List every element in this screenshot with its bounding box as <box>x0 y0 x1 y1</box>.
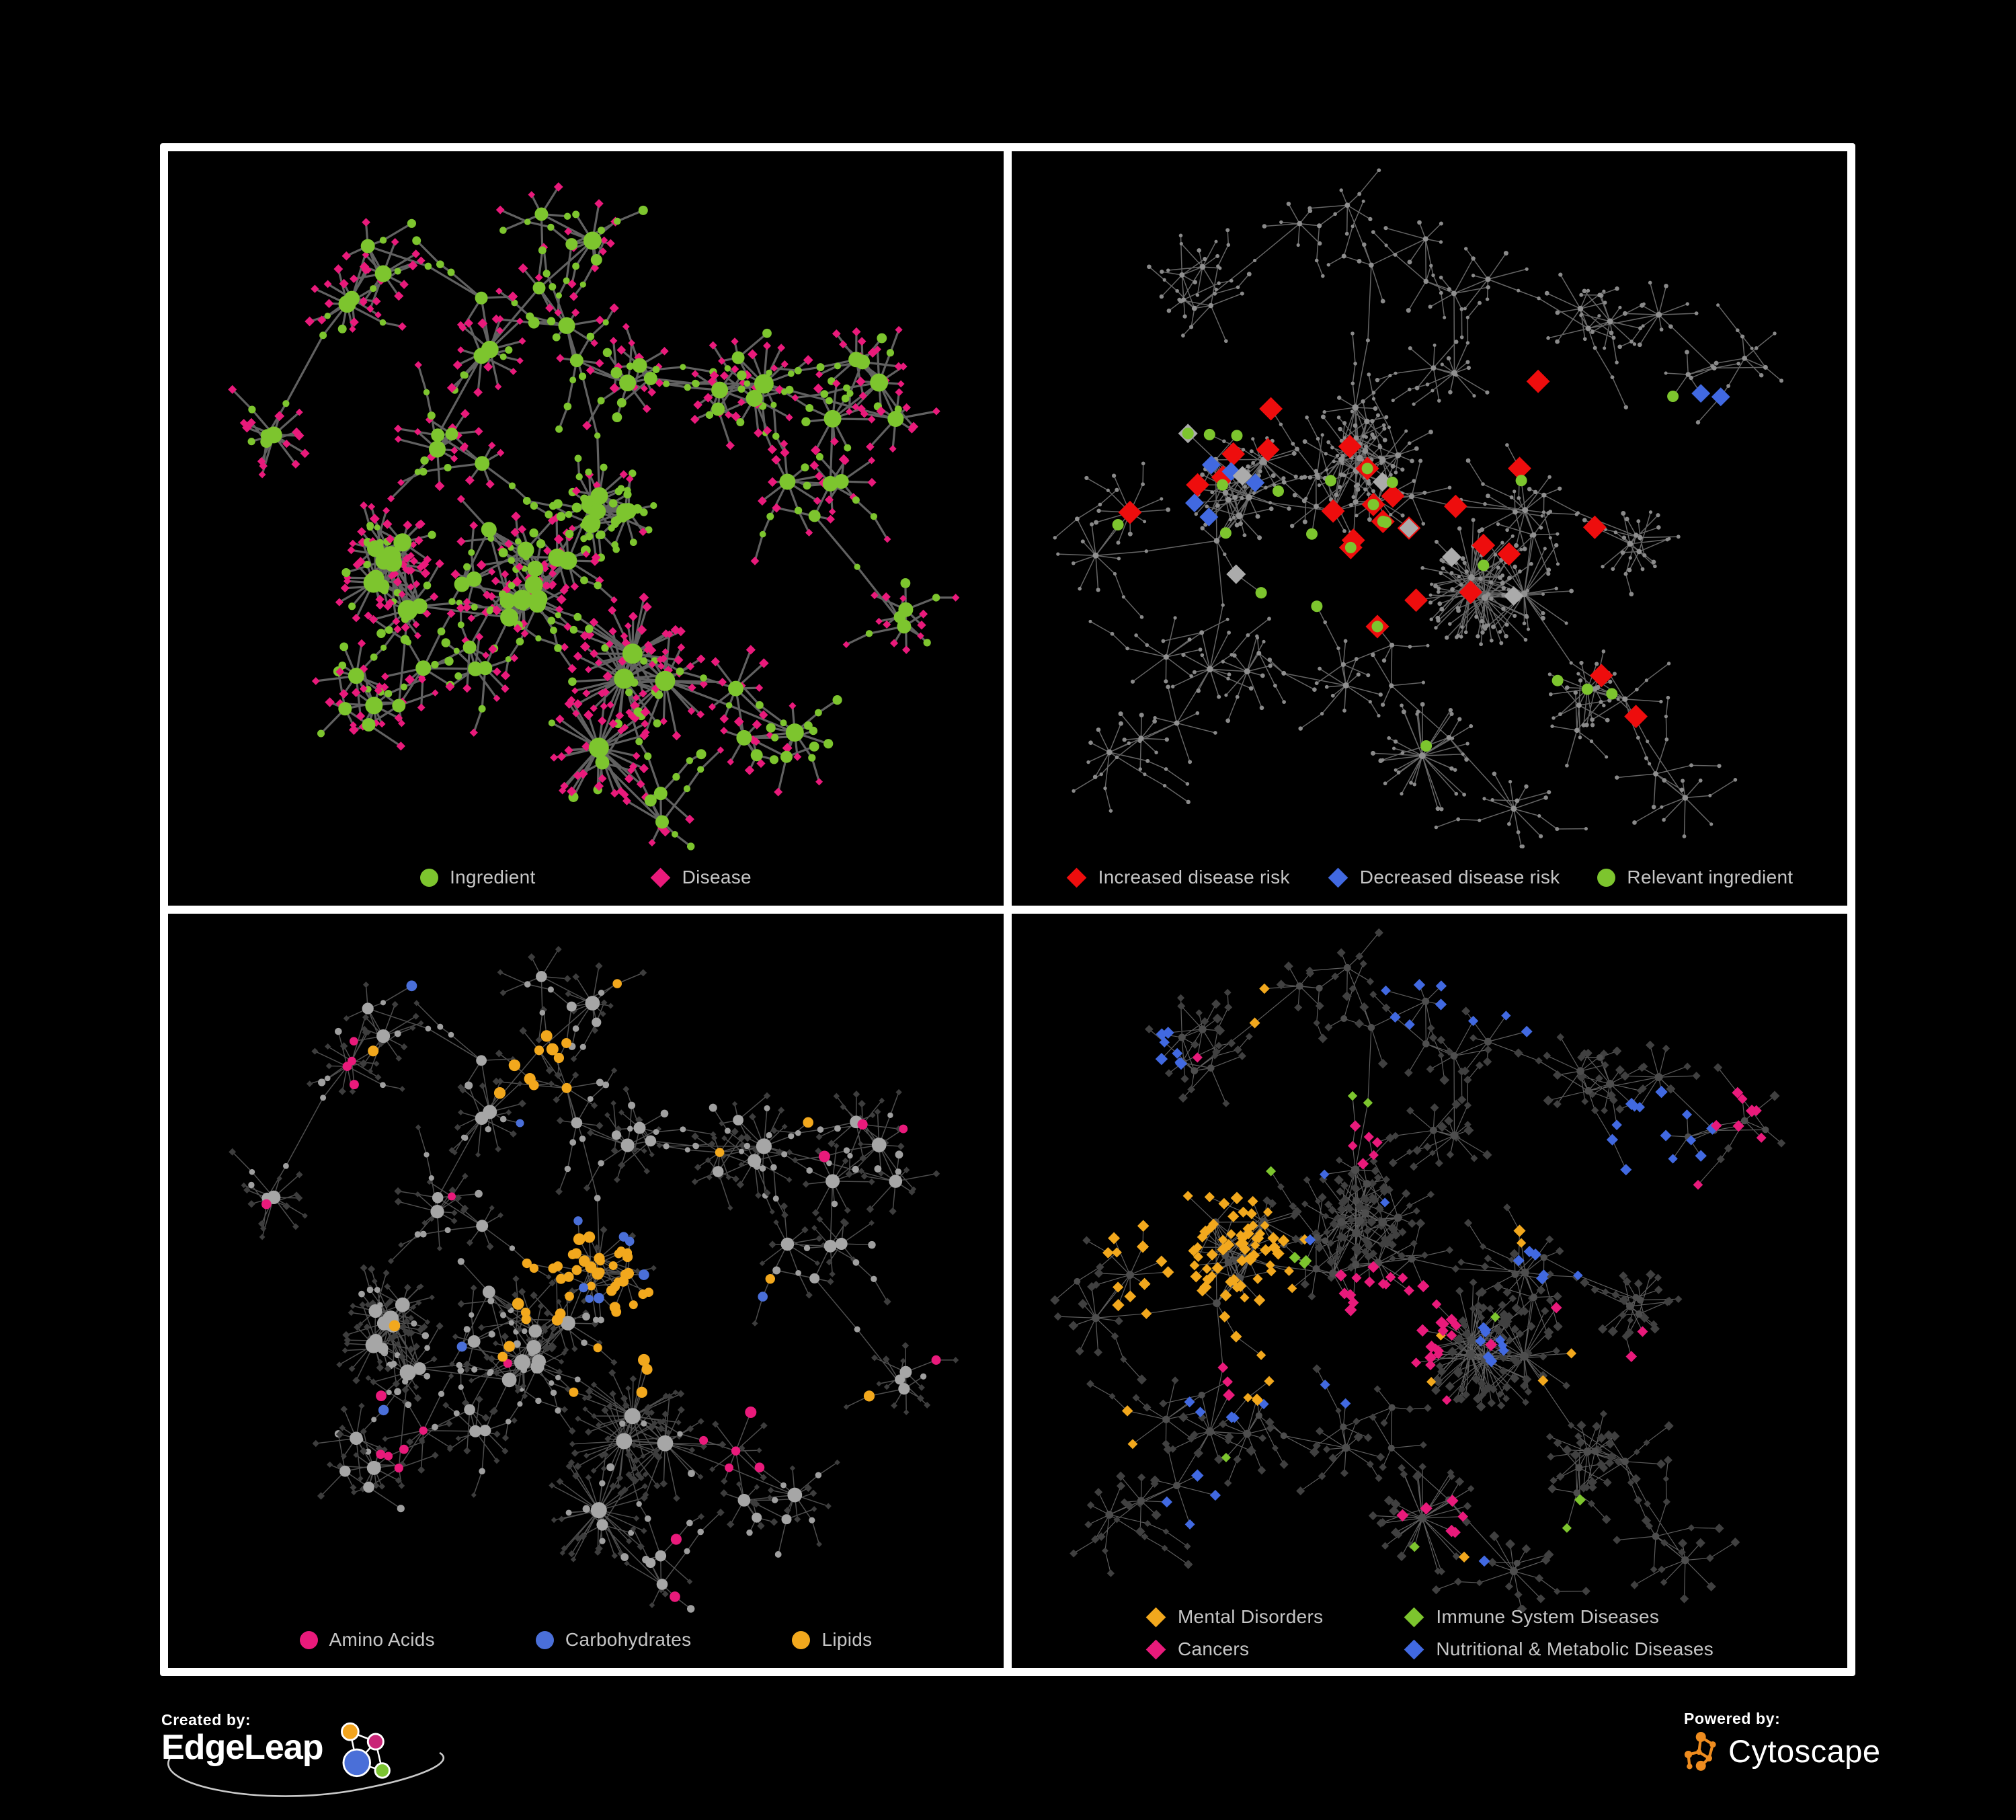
panel-molecule-classes-network: Amino Acids Carbohydrates Lipids <box>168 914 1004 1668</box>
panel-disease-risk-network: Increased disease risk Decreased disease … <box>1012 151 1847 906</box>
network-graph-molecule-classes <box>229 946 959 1613</box>
cytoscape-brand: Cytoscape <box>1728 1733 1881 1769</box>
edgeleap-brand: EdgeLeap <box>161 1728 323 1767</box>
panel-grid: Ingredient Disease Increased disease risk… <box>160 143 1855 1676</box>
created-by-block: Created by: EdgeLeap <box>161 1711 538 1820</box>
network-graph-ingredient-disease <box>228 182 960 850</box>
powered-by-label: Powered by: <box>1684 1710 1781 1727</box>
panel-disease-categories-network: Mental Disorders Immune System Diseases Ca… <box>1012 914 1847 1668</box>
network-graph-disease-categories <box>1050 928 1786 1614</box>
powered-by-block: Powered by: Cytos <box>1684 1710 1881 1771</box>
created-by-label: Created by: <box>161 1711 251 1729</box>
network-graph-disease-risk <box>1053 168 1783 848</box>
edgeleap-logo-icon <box>340 1722 391 1779</box>
panel-ingredient-disease-network: Ingredient Disease <box>168 151 1004 906</box>
cytoscape-logo-icon <box>1684 1732 1716 1771</box>
